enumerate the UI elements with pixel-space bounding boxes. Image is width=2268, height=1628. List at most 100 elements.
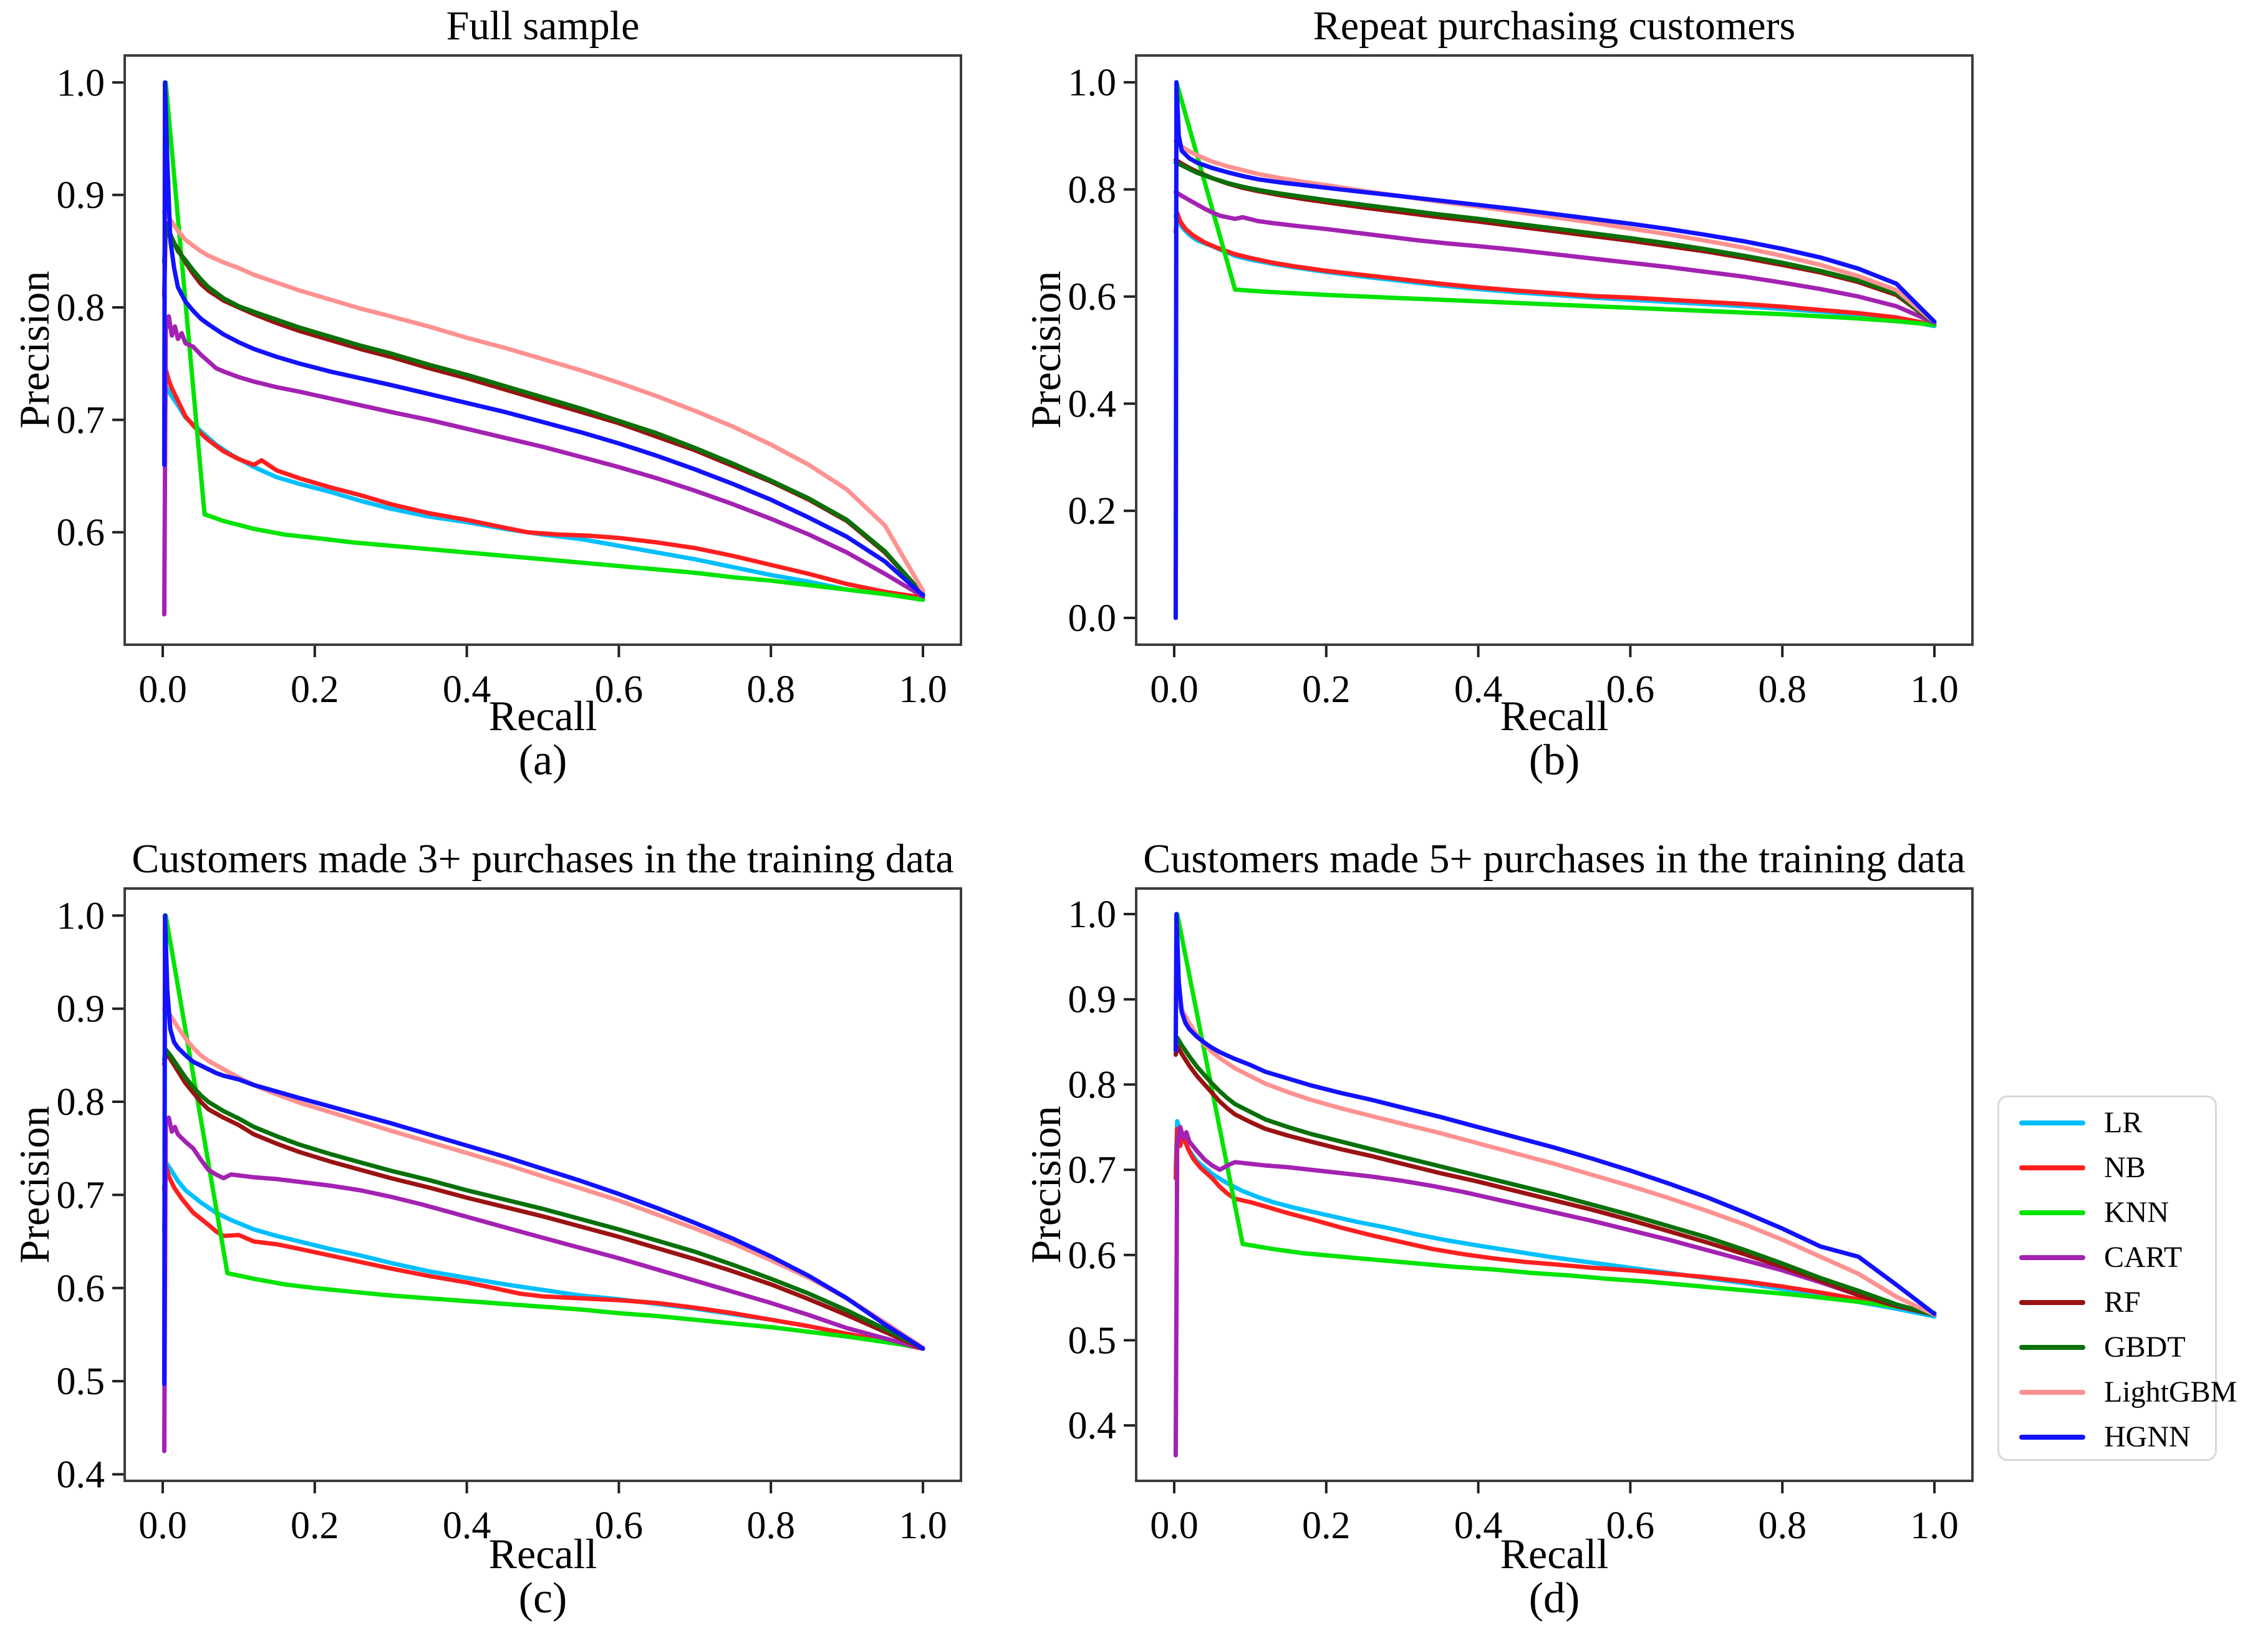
legend-label-GBDT: GBDT (2104, 1331, 2186, 1364)
x-tick-label: 1.0 (1910, 668, 1959, 711)
x-tick-label: 0.8 (1758, 668, 1807, 711)
series-line-CART (162, 1115, 925, 1453)
x-tick-label: 0.2 (291, 1505, 339, 1547)
series-line-NB (162, 1163, 925, 1351)
legend-swatch-LR (2019, 1120, 2085, 1125)
axes-frame (1135, 54, 1974, 646)
y-tick-label: 0.4 (1068, 383, 1117, 425)
x-tick-label: 0.6 (595, 1505, 644, 1547)
legend-swatch-CART (2019, 1255, 2085, 1260)
axes-frame (123, 887, 962, 1482)
y-tick-label: 0.0 (1068, 597, 1117, 640)
legend-label-LR: LR (2104, 1106, 2143, 1139)
y-tick-label: 0.6 (1068, 276, 1117, 319)
x-tick-label: 0.4 (1454, 1505, 1503, 1547)
y-tick-label: 1.0 (57, 62, 105, 104)
x-tick-label: 0.0 (1150, 1505, 1199, 1547)
y-tick-label: 0.8 (57, 1081, 105, 1124)
legend-row-CART: CART (1999, 1235, 2215, 1280)
series-line-HGNN (162, 913, 925, 1387)
subplot-a-title: Full sample (446, 3, 640, 49)
series-line-KNN (163, 913, 925, 1350)
x-tick-label: 0.0 (138, 668, 187, 711)
series-line-GBDT (162, 1047, 925, 1350)
legend-label-RF: RF (2104, 1286, 2141, 1319)
series-line-LightGBM (1173, 997, 1937, 1317)
subplot-d-title: Customers made 5+ purchases in the train… (1143, 836, 1966, 882)
subplot-b-axes: 0.0 0.2 0.4 0.6 0.8 1.0 0.0 0.2 0.4 0.6 0.8 1.0 (1068, 54, 1974, 711)
y-tick-label: 0.9 (1068, 979, 1117, 1021)
series-line-KNN (1174, 80, 1937, 327)
y-tick-label: 1.0 (1068, 62, 1117, 104)
series-line-RF (1173, 1044, 1937, 1317)
series-line-CART (1173, 1125, 1937, 1458)
x-tick-label: 0.0 (138, 1505, 187, 1547)
series-line-NB (162, 367, 925, 600)
x-tick-label: 1.0 (899, 668, 947, 711)
series-line-HGNN (1173, 912, 1937, 1316)
x-tick-label: 0.6 (1606, 1505, 1655, 1547)
subplot-a-caption: (a) (518, 736, 567, 784)
legend-box: LR NB KNN CART RF GBDT LightGBM HGNN (1997, 1096, 2237, 1461)
series-line-LR (1173, 1119, 1937, 1319)
series-line-KNN (1175, 912, 1937, 1316)
series-line-GBDT (1173, 1035, 1937, 1317)
series-line-NB (1173, 1127, 1937, 1316)
series-line-CART (162, 314, 925, 617)
x-tick-label: 0.4 (443, 1505, 491, 1547)
legend-label-LightGBM: LightGBM (2104, 1375, 2237, 1409)
x-tick-label: 1.0 (899, 1505, 947, 1547)
legend-label-KNN: KNN (2104, 1196, 2169, 1229)
x-tick-label: 0.4 (443, 668, 491, 711)
legend-swatch-RF (2019, 1300, 2085, 1305)
series-line-KNN (163, 80, 925, 602)
legend-swatch-GBDT (2019, 1345, 2085, 1350)
x-tick-label: 0.6 (1606, 668, 1655, 711)
y-tick-label: 0.4 (57, 1454, 105, 1496)
x-tick-label: 0.8 (746, 1505, 795, 1547)
subplot-b-xlabel: Recall (1500, 692, 1609, 739)
y-tick-label: 0.7 (57, 399, 105, 441)
legend-label-HGNN: HGNN (2104, 1420, 2191, 1453)
subplot-c-title: Customers made 3+ purchases in the train… (132, 836, 954, 882)
series-line-LR (162, 383, 925, 601)
series-line-CART (1173, 190, 1937, 325)
subplot-c-caption: (c) (518, 1574, 567, 1622)
x-tick-label: 0.4 (1454, 668, 1503, 711)
x-tick-label: 0.2 (291, 668, 339, 711)
y-tick-label: 0.6 (57, 512, 105, 554)
legend-label-CART: CART (2104, 1241, 2183, 1274)
axes-frame (1135, 887, 1974, 1482)
x-tick-label: 0.2 (1302, 1505, 1351, 1547)
x-tick-label: 0.6 (595, 668, 644, 711)
subplot-b-caption: (b) (1528, 736, 1580, 784)
series-line-GBDT (1173, 160, 1937, 325)
subplot-d-axes: 0.0 0.2 0.4 0.6 0.8 1.0 0.4 0.5 0.6 0.7 0.8 0.9 1.0 (1068, 887, 1974, 1547)
legend-row-LightGBM: LightGBM (1999, 1370, 2237, 1415)
legend-row-GBDT: GBDT (1999, 1325, 2215, 1370)
y-tick-label: 0.9 (57, 988, 105, 1031)
legend-row-LR: LR (1999, 1101, 2215, 1145)
y-tick-label: 0.7 (1068, 1149, 1117, 1192)
y-tick-label: 0.2 (1068, 490, 1117, 532)
y-tick-label: 0.5 (1068, 1319, 1117, 1362)
legend-swatch-NB (2019, 1165, 2085, 1170)
x-tick-label: 0.8 (746, 668, 795, 711)
subplot-a-axes: 0.0 0.2 0.4 0.6 0.8 1.0 0.6 0.7 0.8 0.9 1.0 (57, 54, 962, 711)
subplot-d-caption: (d) (1528, 1574, 1580, 1622)
series-line-GBDT (162, 224, 925, 597)
series-line-HGNN (1173, 80, 1937, 620)
series-line-RF (162, 221, 925, 597)
legend-swatch-HGNN (2019, 1435, 2085, 1440)
y-tick-label: 0.6 (1068, 1235, 1117, 1277)
series-line-LightGBM (162, 1006, 925, 1350)
series-line-LightGBM (162, 210, 925, 593)
legend-row-RF: RF (1999, 1280, 2215, 1325)
y-tick-label: 0.8 (1068, 169, 1117, 211)
x-tick-label: 0.2 (1302, 668, 1351, 711)
x-tick-label: 0.8 (1758, 1505, 1807, 1547)
legend-swatch-LightGBM (2019, 1390, 2085, 1395)
y-tick-label: 0.4 (1068, 1405, 1117, 1447)
series-line-LR (162, 1160, 925, 1351)
y-tick-label: 0.5 (57, 1361, 105, 1403)
